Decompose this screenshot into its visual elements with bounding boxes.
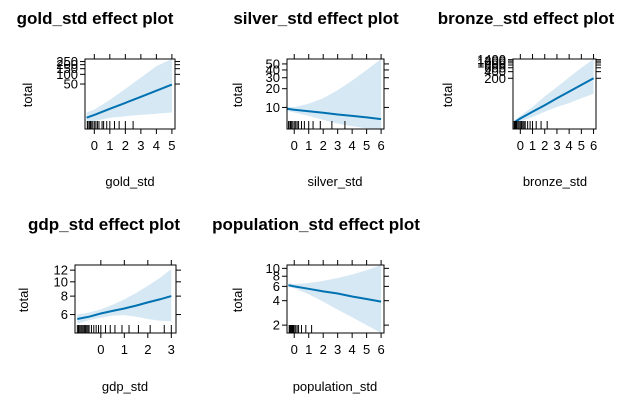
panel-title: bronze_std effect plot [438, 9, 615, 28]
y-axis-label: total [230, 83, 245, 108]
panel-bronze-std: bronze_std effect plot bronze_std total [438, 9, 615, 189]
plot-frame [286, 264, 385, 334]
y-tick-label: 100 [56, 67, 78, 82]
panel-population-std: population_std effect plot population_st… [212, 215, 420, 394]
y-tick-label: 50 [64, 77, 78, 92]
x-tick-label: 1 [121, 342, 128, 357]
panel-title: gdp_std effect plot [28, 215, 180, 234]
plot-frame [286, 58, 385, 130]
y-tick-label: 6 [273, 279, 280, 294]
confidence-band [288, 265, 382, 333]
y-tick-label: 250 [56, 54, 78, 69]
x-tick-label: 5 [363, 138, 370, 153]
x-tick-label: 5 [168, 138, 175, 153]
y-tick-label: 200 [484, 71, 506, 86]
x-tick-label: 4 [349, 342, 356, 357]
panel-gdp-std: gdp_std effect plot gdp_std total [16, 215, 180, 394]
y-tick-label: 800 [484, 58, 506, 73]
effect-line [513, 77, 595, 124]
x-tick-label: 0 [291, 138, 298, 153]
x-tick-label: 1 [305, 138, 312, 153]
x-tick-label: 0 [517, 138, 524, 153]
y-axis-label: total [16, 288, 31, 313]
y-axis-label: total [20, 83, 35, 108]
effect-line [77, 295, 172, 320]
plot-frame [84, 58, 176, 130]
y-tick-label: 40 [266, 62, 280, 77]
y-tick-label: 8 [273, 269, 280, 284]
x-tick-label: 1 [106, 138, 113, 153]
x-tick-label: 4 [566, 138, 573, 153]
x-tick-label: 6 [377, 342, 384, 357]
x-tick-label: 2 [541, 138, 548, 153]
y-tick-label: 10 [54, 274, 68, 289]
plot-frame [512, 58, 597, 130]
x-axis-label: gdp_std [102, 379, 148, 394]
x-tick-label: 2 [320, 342, 327, 357]
x-tick-label: 2 [122, 138, 129, 153]
y-axis-label: total [230, 288, 245, 313]
y-tick-label: 1000 [477, 55, 506, 70]
y-tick-label: 200 [56, 57, 78, 72]
panel-gold-std: gold_std effect plot gold_std total [17, 9, 174, 189]
panel-title: silver_std effect plot [233, 9, 399, 28]
confidence-band [77, 269, 172, 324]
x-tick-label: 0 [97, 342, 104, 357]
x-axis-label: bronze_std [523, 174, 587, 189]
x-tick-label: 3 [553, 138, 560, 153]
y-tick-label: 20 [266, 81, 280, 96]
x-tick-label: 4 [349, 138, 356, 153]
y-tick-label: 10 [266, 261, 280, 276]
x-axis-label: silver_std [308, 174, 363, 189]
plot-frame [74, 264, 177, 334]
x-tick-label: 0 [291, 342, 298, 357]
y-tick-label: 600 [484, 60, 506, 75]
x-tick-label: 5 [578, 138, 585, 153]
y-tick-label: 6 [61, 307, 68, 322]
y-tick-label: 50 [266, 56, 280, 71]
x-tick-label: 6 [590, 138, 597, 153]
panel-title: gold_std effect plot [17, 9, 174, 28]
y-tick-label: 4 [273, 293, 280, 308]
y-tick-label: 2 [273, 318, 280, 333]
x-axis-label: population_std [293, 379, 378, 394]
effect-line [86, 83, 173, 119]
y-axis-label: total [440, 83, 455, 108]
y-tick-label: 1200 [477, 54, 506, 69]
x-tick-label: 0 [91, 138, 98, 153]
y-tick-label: 12 [54, 263, 68, 278]
confidence-band [86, 59, 172, 124]
x-tick-label: 3 [168, 342, 175, 357]
x-tick-label: 3 [334, 342, 341, 357]
x-tick-label: 6 [377, 138, 384, 153]
panel-silver-std: silver_std effect plot silver_std total [230, 9, 399, 189]
x-tick-label: 3 [334, 138, 341, 153]
x-tick-label: 1 [529, 138, 536, 153]
y-tick-label: 30 [266, 70, 280, 85]
y-tick-label: 1400 [477, 52, 506, 67]
y-tick-label: 400 [484, 64, 506, 79]
x-tick-label: 1 [305, 342, 312, 357]
x-tick-label: 2 [144, 342, 151, 357]
effect-line [286, 107, 382, 121]
y-tick-label: 10 [266, 100, 280, 115]
y-tick-label: 8 [61, 289, 68, 304]
confidence-band [514, 59, 594, 126]
panel-title: population_std effect plot [212, 215, 420, 234]
effect-line [288, 284, 382, 303]
x-tick-label: 3 [137, 138, 144, 153]
x-tick-label: 5 [363, 342, 370, 357]
confidence-band [287, 59, 382, 130]
x-axis-label: gold_std [105, 174, 154, 189]
x-tick-label: 2 [320, 138, 327, 153]
y-tick-label: 150 [56, 61, 78, 76]
x-tick-label: 4 [153, 138, 160, 153]
